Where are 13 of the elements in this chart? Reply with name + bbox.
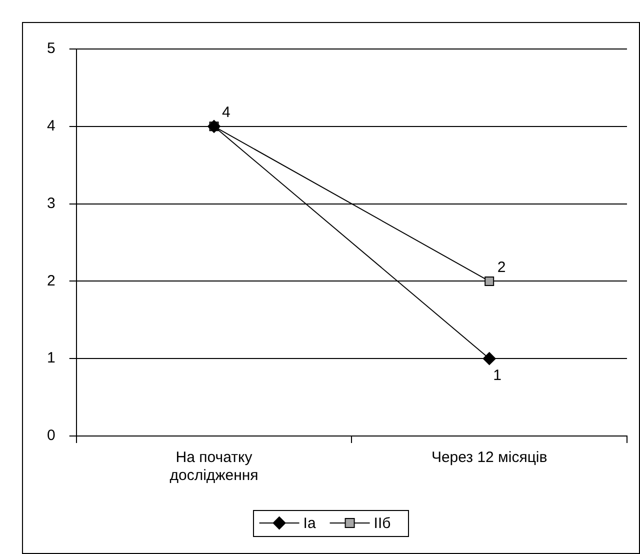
y-tick-label: 0 xyxy=(47,427,56,444)
y-tick-label: 5 xyxy=(47,40,56,58)
y-tick-label: 4 xyxy=(47,118,56,135)
legend-label: Іа xyxy=(303,515,316,532)
legend-label: ІІб xyxy=(374,515,391,532)
data-label: 2 xyxy=(497,258,506,276)
x-tick-label: На початку дослідження xyxy=(170,449,258,484)
x-tick-label: Через 12 місяців xyxy=(431,449,548,466)
y-tick-label: 2 xyxy=(47,272,56,290)
data-label: 1 xyxy=(493,367,502,384)
data-label: 4 xyxy=(222,104,230,122)
y-tick-label: 1 xyxy=(47,350,56,367)
y-tick-label: 3 xyxy=(47,194,56,212)
